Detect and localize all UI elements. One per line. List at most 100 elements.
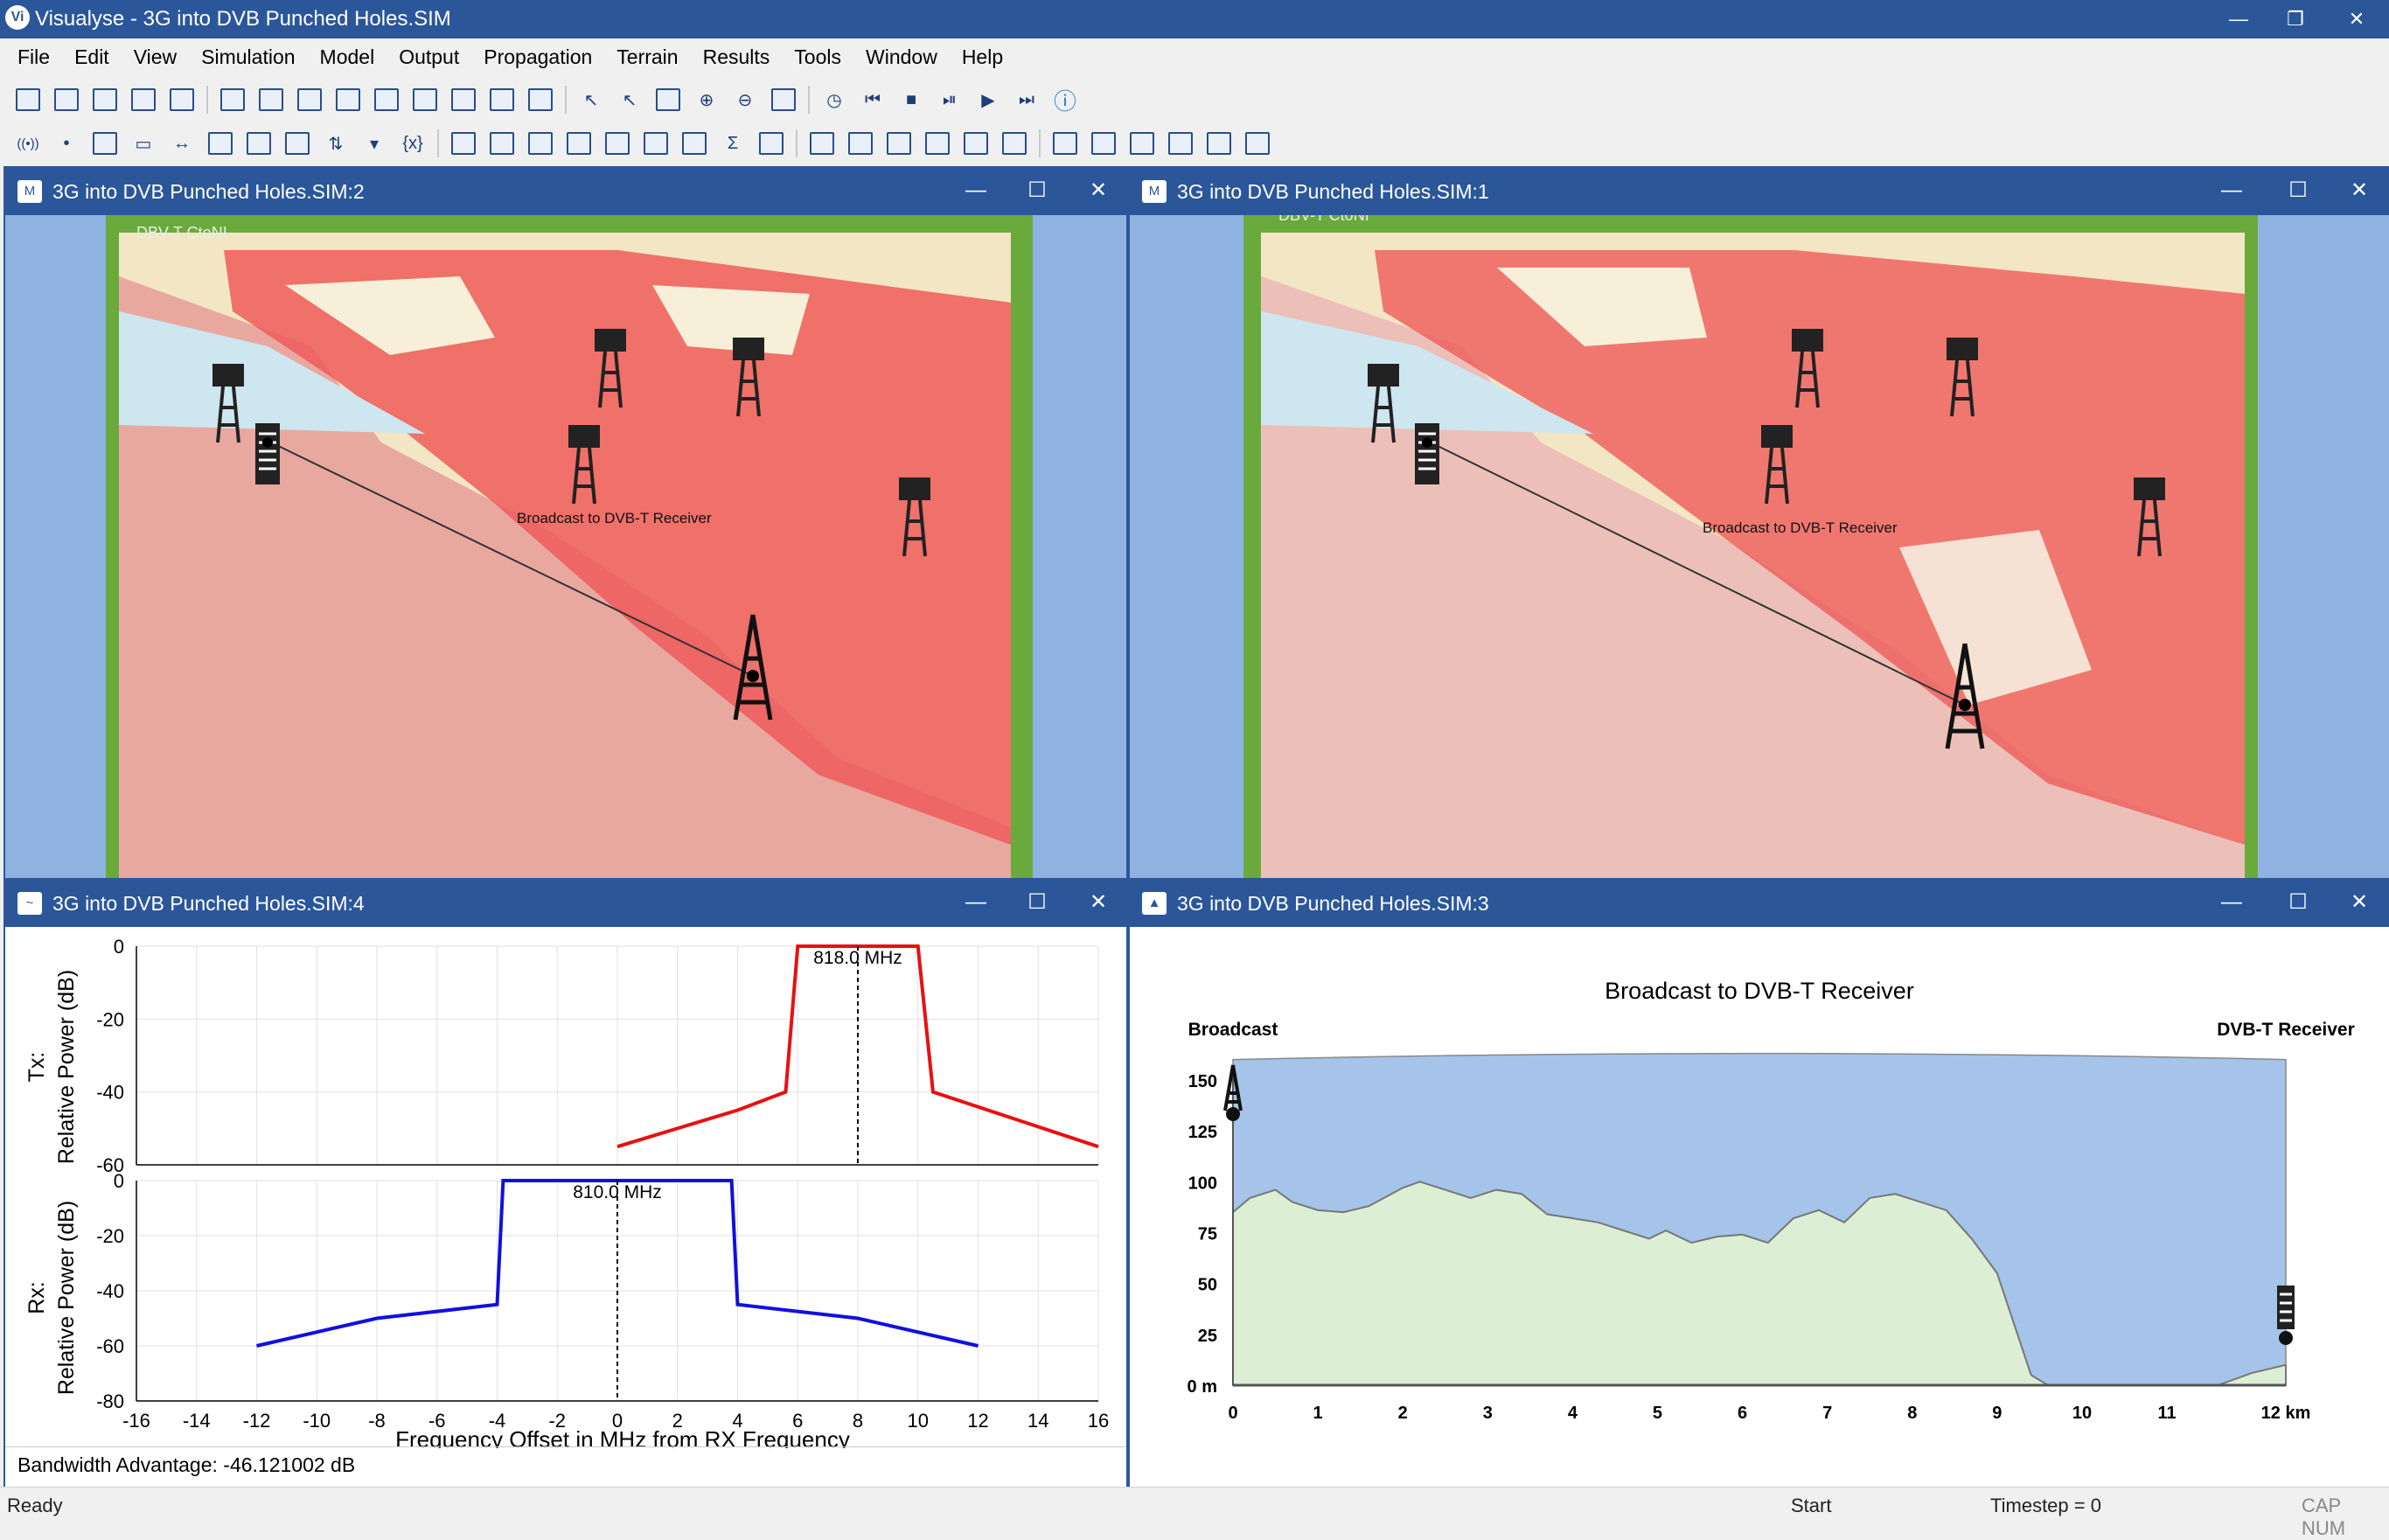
window-maximize-button[interactable]: ☐ [2288,890,2308,914]
save-icon[interactable] [89,84,121,115]
window-map-sim1[interactable]: M 3G into DVB Punched Holes.SIM:1 — ☐ ✕ … [1128,166,2389,880]
chart-d-icon[interactable] [922,128,953,159]
map-canvas[interactable]: DBV-T CtoNI Broadcast to DVB-T Receiver [1130,206,2389,880]
broadcast-tower-icon[interactable] [1945,643,1985,749]
window-close-button[interactable]: ✕ [1089,178,1108,202]
terrain-icon[interactable] [409,84,441,115]
cell-tower-icon[interactable] [1368,364,1399,443]
dot-icon[interactable]: • [63,133,70,153]
link-h-icon[interactable]: ▭ [135,134,152,154]
menu-results[interactable]: Results [702,45,770,68]
window-minimize-button[interactable]: — [2221,178,2242,202]
antenna-icon[interactable] [332,84,364,115]
tool-e-icon[interactable] [1242,128,1273,159]
cell-tower-icon[interactable] [595,329,626,408]
fast-forward-icon[interactable]: ⏭ [1019,89,1034,109]
station-icon[interactable] [294,84,325,115]
menu-model[interactable]: Model [319,45,375,68]
arrows-icon[interactable]: ⇅ [328,134,344,154]
window-map-sim2[interactable]: M 3G into DVB Punched Holes.SIM:2 — ☐ ✕ … [3,166,1128,880]
station-tx-icon[interactable]: ((•)) [17,136,39,151]
cell-tower-icon[interactable] [1792,329,1823,408]
antenna-f-icon[interactable] [640,128,672,159]
pause-icon[interactable]: ⏯ [943,89,957,109]
window-maximize-button[interactable]: ☐ [1027,178,1047,202]
save-as-icon[interactable] [128,84,159,115]
menu-tools[interactable]: Tools [794,45,841,68]
tool-b-icon[interactable] [1126,128,1158,159]
step-back-icon[interactable]: ⏮ [865,89,881,109]
broadcast-tower-icon[interactable] [733,614,773,721]
receiver-icon[interactable] [1415,423,1439,484]
table-icon[interactable] [448,84,479,115]
play-icon[interactable]: ▶ [981,90,995,110]
list-icon[interactable] [205,128,236,159]
network-icon[interactable] [282,128,313,159]
window-minimize-button[interactable]: — [2221,890,2242,914]
menu-propagation[interactable]: Propagation [484,45,593,68]
receiver-icon[interactable] [255,423,280,484]
beam-icon[interactable] [243,128,275,159]
map-view[interactable]: DBV-T CtoNI Broadcast to DVB-T Receiver [5,215,1126,878]
close-button[interactable]: ✕ [2348,8,2365,30]
menu-output[interactable]: Output [399,45,460,68]
window-close-button[interactable]: ✕ [2350,890,2369,914]
info-icon[interactable]: ⓘ [1053,87,1076,115]
map-icon[interactable] [486,84,518,115]
antenna-a-icon[interactable] [448,128,479,159]
tool-d-icon[interactable] [1203,128,1235,159]
tool-a-icon[interactable] [1088,128,1119,159]
link-icon[interactable] [217,84,248,115]
box-select-icon[interactable] [652,84,684,115]
carrier-icon[interactable] [371,84,402,115]
map-canvas[interactable]: DBV-T CtoNI Broadcast to DVB-T Receiver [5,215,1126,880]
view-icon[interactable] [525,84,556,115]
menu-terrain[interactable]: Terrain [616,45,679,68]
antenna-b-icon[interactable] [486,128,518,159]
cell-tower-icon[interactable] [899,477,930,557]
window-maximize-button[interactable]: ☐ [2288,178,2308,202]
cell-tower-icon[interactable] [212,364,244,443]
menu-file[interactable]: File [17,45,51,68]
zoom-extent-icon[interactable] [768,84,799,115]
chart-c-icon[interactable] [883,128,915,159]
select-icon[interactable]: ↖ [583,90,599,110]
grid-icon[interactable] [89,128,121,159]
tool-c-icon[interactable] [1165,128,1196,159]
menu-window[interactable]: Window [866,45,937,68]
window-minimize-button[interactable]: — [965,890,986,914]
cell-tower-icon[interactable] [1947,338,1978,417]
variable-icon[interactable]: {x} [402,133,423,153]
zoom-out-icon[interactable]: ⊖ [737,90,753,110]
antenna-e-icon[interactable] [602,128,633,159]
chart-f-icon[interactable] [999,128,1030,159]
new-icon[interactable] [12,84,44,115]
window-minimize-button[interactable]: — [965,178,986,202]
window-close-button[interactable]: ✕ [1089,890,1108,914]
antenna-c-icon[interactable] [525,128,556,159]
minimize-button[interactable]: — [2229,8,2248,30]
sigma-icon[interactable]: Σ [727,133,739,153]
window-profile-sim3[interactable]: ▲ 3G into DVB Punched Holes.SIM:3 — ☐ ✕ … [1128,878,2389,1488]
open-icon[interactable] [51,84,82,115]
antenna-d-icon[interactable] [563,128,595,159]
chart-a-icon[interactable] [806,128,838,159]
link-both-icon[interactable]: ↔ [173,133,191,153]
copy-icon[interactable] [166,84,198,115]
cell-tower-icon[interactable] [1761,425,1793,505]
antenna-g-icon[interactable] [679,128,710,159]
person-icon[interactable] [1049,128,1081,159]
chart-b-icon[interactable] [845,128,876,159]
cell-tower-icon[interactable] [2134,477,2165,557]
pointer-icon[interactable]: ↖ [622,90,637,110]
cell-tower-icon[interactable] [733,338,764,417]
dropdown-icon[interactable]: ▾ [369,134,380,154]
menu-help[interactable]: Help [961,45,1004,68]
window-maximize-button[interactable]: ☐ [1027,890,1047,914]
clock-icon[interactable]: ◷ [826,90,842,110]
stop-icon[interactable]: ■ [905,89,917,109]
menu-view[interactable]: View [133,45,178,68]
model-icon[interactable] [255,84,287,115]
restore-button[interactable]: ❐ [2287,8,2304,30]
chart-e-icon[interactable] [960,128,992,159]
